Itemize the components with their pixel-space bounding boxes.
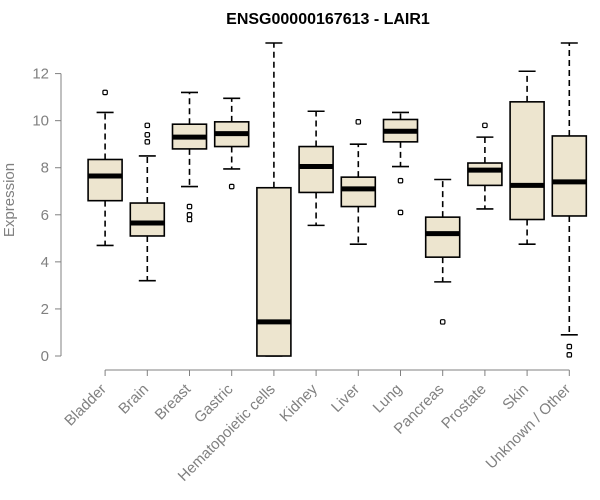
x-tick-label: Prostate: [438, 381, 490, 433]
box-brain: [129, 122, 166, 282]
box-pancreas: [424, 178, 461, 325]
x-tick-label: Liver: [328, 381, 363, 416]
box-iqr: [298, 145, 334, 194]
box-unknown-other: [551, 42, 588, 358]
outlier-point: [144, 131, 151, 138]
box-iqr: [340, 176, 377, 208]
outlier-point: [397, 177, 404, 184]
outlier-point: [355, 119, 362, 125]
outlier-point: [566, 352, 573, 358]
outlier-point: [186, 203, 193, 210]
outlier-point: [566, 343, 573, 350]
outlier-point: [186, 216, 193, 223]
outlier-point: [144, 122, 151, 129]
box-iqr: [467, 162, 503, 187]
x-tick-label: Kidney: [276, 380, 321, 425]
chart-title: ENSG00000167613 - LAIR1: [226, 11, 430, 28]
x-tick-label: Bladder: [61, 381, 110, 430]
box-iqr: [87, 158, 123, 202]
y-tick-label: 8: [41, 160, 49, 177]
y-tick-label: 10: [32, 113, 49, 130]
y-tick-label: 12: [32, 66, 49, 83]
outlier-point: [228, 183, 235, 190]
box-lung: [382, 111, 419, 216]
box-hematopoietic-cells: [256, 42, 292, 357]
box-iqr: [256, 186, 292, 357]
box-breast: [171, 91, 208, 223]
box-bladder: [87, 89, 123, 247]
y-axis: 0 2 4 6 8 10 12: [32, 66, 62, 365]
box-liver: [340, 119, 377, 246]
outlier-point: [102, 89, 108, 96]
outlier-point: [439, 319, 446, 325]
y-tick-label: 4: [41, 254, 49, 271]
box-iqr: [424, 216, 461, 258]
box-skin: [509, 70, 545, 246]
y-axis-label: Expression: [1, 163, 18, 237]
outlier-point: [144, 139, 151, 145]
y-tick-label: 2: [41, 301, 49, 318]
box-iqr: [509, 101, 545, 221]
y-tick-label: 0: [41, 348, 49, 365]
outlier-point: [186, 211, 193, 218]
box-series: [87, 42, 588, 358]
box-kidney: [298, 110, 334, 227]
x-tick-label: Brain: [115, 381, 152, 418]
x-tick-label: Skin: [499, 381, 532, 414]
box-iqr: [551, 135, 588, 217]
box-iqr: [129, 202, 166, 237]
outlier-point: [482, 122, 488, 129]
box-gastric: [213, 97, 250, 190]
y-tick-label: 6: [41, 207, 49, 224]
x-tick-label: Lung: [370, 381, 406, 417]
x-tick-label: Breast: [152, 380, 195, 423]
box-prostate: [467, 122, 503, 210]
outlier-point: [397, 209, 404, 216]
